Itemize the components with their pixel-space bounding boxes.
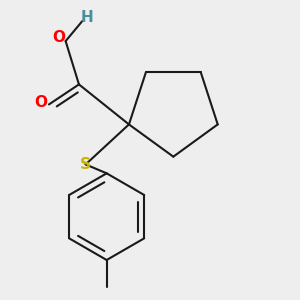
Text: O: O bbox=[52, 30, 65, 45]
Text: S: S bbox=[80, 157, 91, 172]
Text: O: O bbox=[34, 95, 47, 110]
Text: H: H bbox=[81, 10, 94, 25]
